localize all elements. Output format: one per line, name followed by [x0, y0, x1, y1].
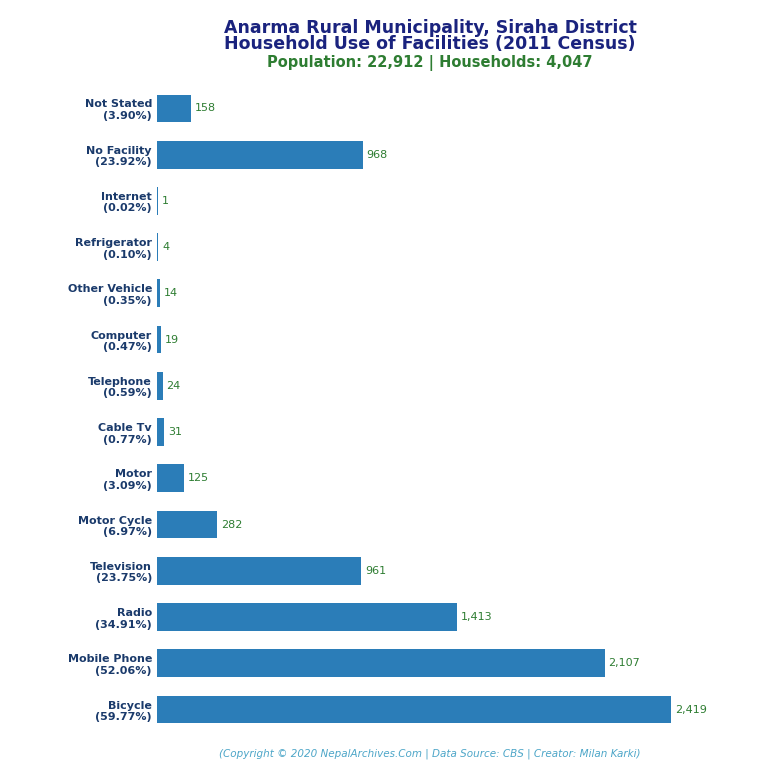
Bar [157, 372, 163, 399]
Bar [157, 233, 158, 261]
Bar [157, 465, 184, 492]
Text: 24: 24 [167, 381, 180, 391]
Text: 31: 31 [168, 427, 182, 437]
Text: 2,107: 2,107 [608, 658, 641, 668]
Text: 14: 14 [164, 288, 178, 298]
Text: 158: 158 [195, 104, 216, 114]
Bar [157, 326, 161, 353]
Text: Anarma Rural Municipality, Siraha District: Anarma Rural Municipality, Siraha Distri… [223, 19, 637, 37]
Text: 2,419: 2,419 [674, 704, 707, 714]
Text: 968: 968 [366, 150, 388, 160]
Bar [157, 650, 604, 677]
Text: (Copyright © 2020 NepalArchives.Com | Data Source: CBS | Creator: Milan Karki): (Copyright © 2020 NepalArchives.Com | Da… [220, 748, 641, 759]
Bar [157, 94, 191, 122]
Text: 1,413: 1,413 [461, 612, 493, 622]
Bar [157, 557, 362, 584]
Text: Household Use of Facilities (2011 Census): Household Use of Facilities (2011 Census… [224, 35, 636, 52]
Bar [157, 603, 458, 631]
Bar [157, 141, 363, 168]
Text: 282: 282 [221, 520, 243, 530]
Text: 125: 125 [188, 473, 209, 483]
Text: 4: 4 [162, 242, 169, 252]
Text: 1: 1 [161, 196, 168, 206]
Bar [157, 511, 217, 538]
Bar [157, 696, 671, 723]
Text: 961: 961 [366, 566, 386, 576]
Text: Population: 22,912 | Households: 4,047: Population: 22,912 | Households: 4,047 [267, 55, 593, 71]
Bar [157, 419, 164, 446]
Bar [157, 280, 161, 307]
Text: 19: 19 [165, 335, 180, 345]
